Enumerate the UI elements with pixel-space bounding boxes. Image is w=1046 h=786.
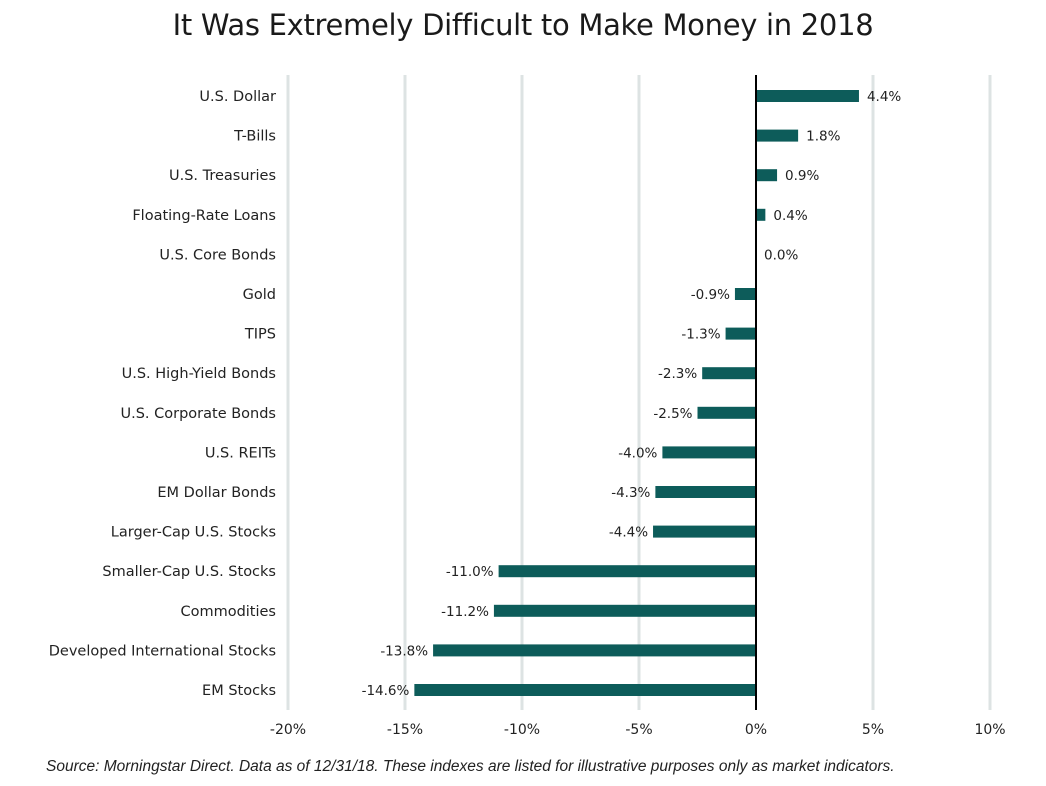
data-label: -0.9% bbox=[691, 287, 730, 303]
bar bbox=[725, 327, 756, 340]
data-label: 4.4% bbox=[867, 89, 901, 105]
data-label: -11.0% bbox=[446, 564, 494, 580]
data-label: -11.2% bbox=[441, 604, 489, 620]
category-label: U.S. High-Yield Bonds bbox=[122, 366, 276, 382]
category-label: U.S. REITs bbox=[205, 445, 276, 461]
data-label: -2.3% bbox=[658, 366, 697, 382]
data-label: -4.3% bbox=[611, 485, 650, 501]
category-label: U.S. Dollar bbox=[199, 89, 276, 105]
category-label: T-Bills bbox=[233, 129, 276, 145]
category-label: Developed International Stocks bbox=[49, 643, 276, 659]
x-tick-label: -5% bbox=[625, 722, 652, 738]
category-label: Smaller-Cap U.S. Stocks bbox=[102, 564, 276, 580]
bar bbox=[655, 486, 756, 498]
source-note: Source: Morningstar Direct. Data as of 1… bbox=[46, 758, 895, 775]
data-label: -1.3% bbox=[681, 327, 720, 343]
category-label: TIPS bbox=[244, 327, 276, 343]
bar bbox=[653, 525, 756, 538]
data-label: 0.9% bbox=[785, 168, 819, 184]
data-label: -13.8% bbox=[380, 643, 428, 659]
category-label: U.S. Core Bonds bbox=[159, 247, 276, 263]
data-label: 1.8% bbox=[806, 129, 840, 145]
category-label: U.S. Corporate Bonds bbox=[120, 406, 276, 422]
data-label: -14.6% bbox=[362, 683, 410, 699]
data-label: -4.4% bbox=[609, 525, 648, 541]
category-label: Larger-Cap U.S. Stocks bbox=[111, 525, 276, 541]
x-tick-label: 10% bbox=[974, 722, 1005, 738]
x-tick-label: -10% bbox=[504, 722, 540, 738]
data-label: 0.0% bbox=[764, 247, 798, 263]
data-label: -4.0% bbox=[618, 445, 657, 461]
category-label: Commodities bbox=[180, 604, 276, 620]
data-label: 0.4% bbox=[773, 208, 807, 224]
bar bbox=[702, 367, 756, 380]
bar bbox=[697, 406, 756, 419]
x-tick-label: -20% bbox=[270, 722, 306, 738]
x-tick-label: 0% bbox=[745, 722, 767, 738]
bar bbox=[756, 169, 778, 182]
category-label: EM Dollar Bonds bbox=[157, 485, 276, 501]
category-label: Floating-Rate Loans bbox=[132, 208, 276, 224]
bar bbox=[433, 644, 756, 657]
x-tick-label: -15% bbox=[387, 722, 423, 738]
bar bbox=[414, 684, 756, 696]
chart-title: It Was Extremely Difficult to Make Money… bbox=[172, 8, 874, 42]
data-label: -2.5% bbox=[653, 406, 692, 422]
category-label: EM Stocks bbox=[202, 683, 276, 699]
category-label: Gold bbox=[243, 287, 276, 303]
bar bbox=[756, 208, 766, 221]
bar bbox=[734, 288, 756, 300]
bar bbox=[493, 604, 756, 617]
bar bbox=[756, 129, 799, 142]
x-tick-label: 5% bbox=[862, 722, 884, 738]
bar bbox=[662, 446, 756, 459]
bar bbox=[756, 90, 859, 102]
category-label: U.S. Treasuries bbox=[169, 168, 276, 184]
bar bbox=[498, 565, 756, 578]
